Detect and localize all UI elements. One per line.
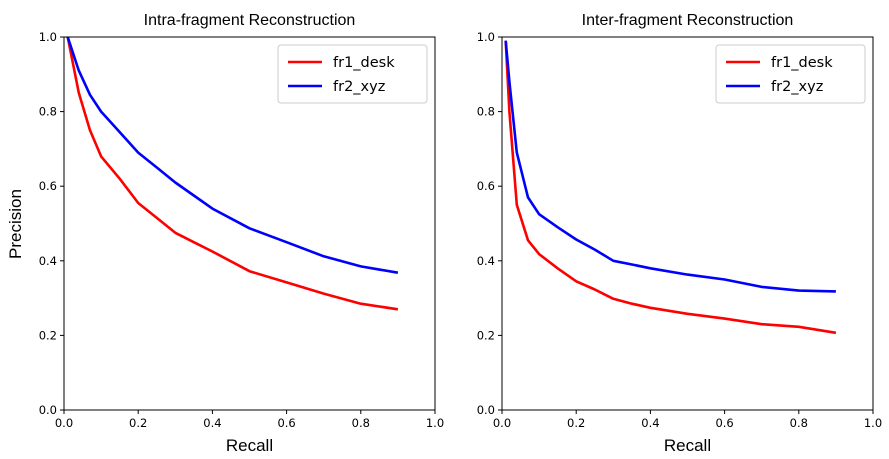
series-line-fr2_xyz (504, 40, 836, 293)
legend-label: fr2_xyz (771, 79, 823, 95)
legend-box (715, 44, 866, 104)
y-tick-label: 0.2 (39, 328, 57, 342)
plot-frame (63, 36, 436, 411)
x-tick-label: 0.8 (352, 416, 370, 430)
chart-title: Intra-fragment Reconstruction (144, 12, 356, 29)
x-tick-label: 0.2 (129, 416, 147, 430)
x-tick-label: 0.4 (641, 416, 659, 430)
series-line-fr1_desk (504, 40, 837, 335)
legend-label: fr2_xyz (333, 79, 385, 95)
chart-title: Inter-fragment Reconstruction (582, 12, 794, 29)
y-tick-label: 0.0 (477, 403, 495, 417)
y-tick-label: 0.2 (477, 328, 495, 342)
y-tick-label: 1.0 (39, 30, 57, 44)
x-tick-label: 0.2 (567, 416, 585, 430)
x-tick-label: 0.0 (55, 416, 73, 430)
x-tick-label: 0.6 (277, 416, 295, 430)
inter-fragment-chart: Inter-fragment Reconstruction 0.0 0.2 0.4 0.… (477, 12, 882, 455)
x-tick-label: 1.0 (426, 416, 444, 430)
legend-label: fr1_desk (333, 55, 395, 71)
plot-frame (501, 36, 874, 411)
y-tick-label: 0.4 (39, 254, 57, 268)
y-tick-label: 0.6 (477, 179, 495, 193)
legend-box (277, 44, 428, 104)
x-axis-label: Recall (226, 436, 273, 455)
y-tick-label: 0.0 (39, 403, 57, 417)
legend-label: fr1_desk (771, 55, 833, 71)
x-tick-label: 0.4 (203, 416, 221, 430)
x-tick-label: 0.8 (790, 416, 808, 430)
x-tick-label: 1.0 (864, 416, 882, 430)
series-line-fr2_xyz (66, 37, 399, 274)
x-tick-label: 0.0 (493, 416, 511, 430)
y-tick-label: 0.8 (39, 105, 57, 119)
x-axis-label: Recall (664, 436, 711, 455)
y-tick-label: 0.8 (477, 105, 495, 119)
intra-fragment-chart: Intra-fragment Reconstruction 0.0 0.2 0.4 0.… (39, 12, 444, 455)
y-tick-label: 0.4 (477, 254, 495, 268)
series-line-fr1_desk (66, 37, 399, 311)
y-tick-label: 0.6 (39, 179, 57, 193)
x-tick-label: 0.6 (715, 416, 733, 430)
y-tick-label: 1.0 (477, 30, 495, 44)
y-axis-label: Precision (6, 189, 25, 259)
